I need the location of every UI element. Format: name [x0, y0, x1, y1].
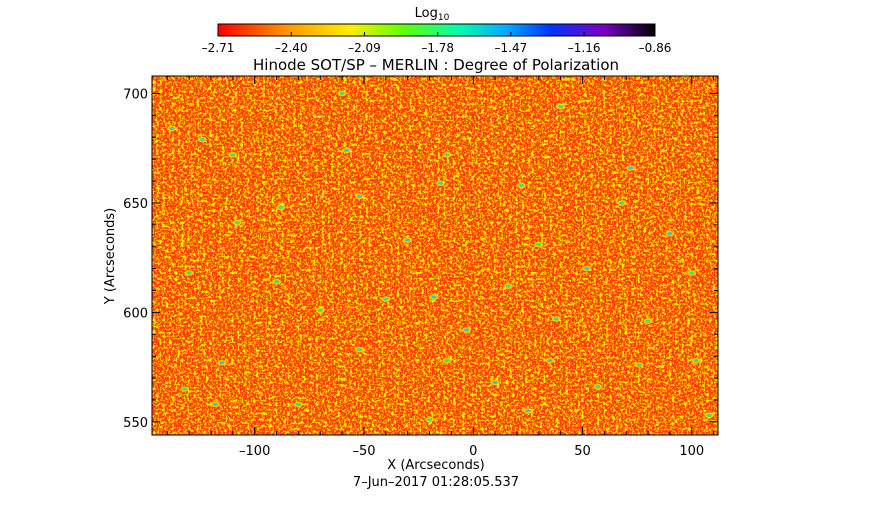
colorbar-tick-label: –1.78 [421, 41, 454, 55]
patch-core [536, 242, 542, 247]
patch-core [444, 153, 450, 157]
x-tick-label: –100 [239, 444, 270, 459]
y-tick-label: 600 [123, 306, 148, 321]
patch-core [230, 153, 236, 157]
colorbar-tick-label: –1.47 [495, 41, 528, 55]
patch-core [169, 126, 175, 131]
patch-core [584, 267, 590, 271]
patch-core [343, 148, 350, 153]
patch-core [182, 387, 188, 391]
patch-core [234, 221, 240, 225]
patch-core [219, 361, 225, 365]
colorbar-label-sub: 10 [438, 13, 450, 23]
patch-core [444, 358, 450, 363]
patch-core [383, 297, 389, 301]
patch-core [273, 280, 280, 284]
chart-title: Hinode SOT/SP – MERLIN : Degree of Polar… [253, 56, 619, 74]
patch-core [667, 232, 673, 236]
patch-core [437, 181, 444, 185]
patch-core [339, 91, 345, 96]
patch-core [464, 328, 470, 332]
patch-core [199, 137, 205, 142]
plot-frame [151, 75, 719, 436]
colorbar-tick-label: –1.16 [568, 41, 601, 55]
patch-core [357, 194, 363, 198]
patch-core [636, 363, 642, 367]
patch-core [706, 413, 712, 417]
x-tick-label: –50 [352, 444, 375, 459]
patch-core [295, 402, 302, 406]
colorbar-tick-label: –0.86 [639, 41, 672, 55]
colorbar-label: Log10 [415, 6, 450, 23]
patch-core [595, 385, 601, 389]
patch-core [689, 271, 695, 275]
patch-core [405, 238, 411, 242]
patch-core [558, 105, 564, 109]
patch-core [317, 308, 323, 312]
patch-core [431, 295, 437, 299]
y-axis-label: Y (Arcseconds) [103, 208, 118, 305]
patch-core [505, 284, 511, 288]
patch-core [553, 317, 559, 321]
y-tick-label: 700 [123, 88, 148, 103]
colorbar-gradient [217, 23, 656, 37]
x-tick-label: 100 [679, 444, 704, 459]
colorbar-ticks: –2.71 –2.40 –2.09 –1.78 –1.47 –1.16 –0.86 [202, 32, 672, 55]
x-axis-ticks: –100 –50 0 50 100 [166, 76, 715, 459]
patch-core [518, 183, 524, 188]
patch-core [492, 380, 498, 385]
patch-core [186, 271, 192, 275]
y-tick-label: 550 [123, 416, 148, 431]
patch-core [645, 319, 651, 323]
patch-core [357, 348, 363, 352]
colorbar-tick-label: –2.09 [348, 41, 381, 55]
colorbar-tick-label: –2.40 [275, 41, 308, 55]
colorbar: Log10 –2.71 –2.40 –2.09 –1.78 –1.47 –1.16 –0.8… [202, 6, 672, 55]
x-axis-label: X (Arcseconds) [387, 458, 484, 473]
y-tick-label: 650 [123, 197, 148, 212]
patch-core [627, 166, 634, 170]
x-tick-label: 0 [469, 444, 477, 459]
heatmap-patches [167, 90, 714, 423]
plot-area: –100 –50 0 50 100 550 600 650 700 [123, 75, 719, 459]
patch-core [212, 402, 218, 406]
heatmap-speckle [152, 76, 718, 435]
y-axis-ticks: 550 600 650 700 [123, 88, 718, 431]
patch-core [693, 358, 699, 363]
patch-core [278, 205, 284, 209]
colorbar-tick-label: –2.71 [202, 41, 235, 55]
x-tick-label: 50 [574, 444, 591, 459]
colorbar-label-base: Log [415, 6, 438, 21]
patch-core [426, 418, 433, 422]
patch-core [619, 201, 625, 205]
footer-timestamp: 7–Jun–2017 01:28:05.537 [353, 475, 519, 490]
patch-core [547, 358, 553, 363]
patch-core [525, 409, 531, 413]
